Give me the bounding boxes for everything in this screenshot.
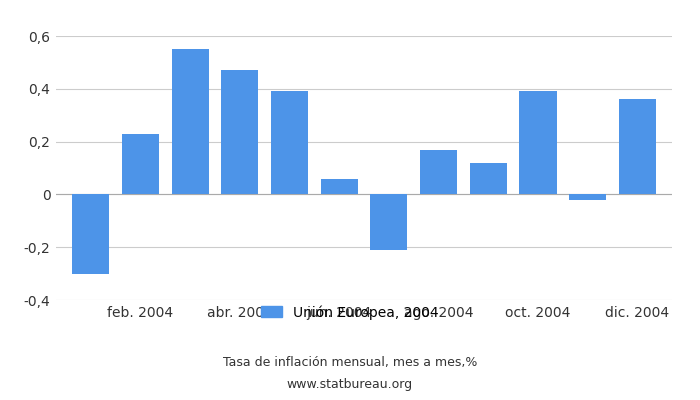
Text: www.statbureau.org: www.statbureau.org [287, 378, 413, 391]
Bar [72, 194, 109, 274]
Text: Tasa de inflación mensual, mes a mes,%: Tasa de inflación mensual, mes a mes,% [223, 356, 477, 369]
Bar [619, 99, 656, 194]
Bar [370, 194, 407, 250]
Bar [569, 194, 606, 200]
Bar [122, 134, 159, 194]
Legend: Unión Europea, 2004: Unión Europea, 2004 [256, 300, 444, 325]
Bar [172, 49, 209, 194]
Bar [271, 92, 308, 194]
Bar [519, 92, 556, 194]
Bar [470, 163, 507, 194]
Bar [321, 178, 358, 194]
Bar [221, 70, 258, 194]
Bar [420, 150, 457, 194]
